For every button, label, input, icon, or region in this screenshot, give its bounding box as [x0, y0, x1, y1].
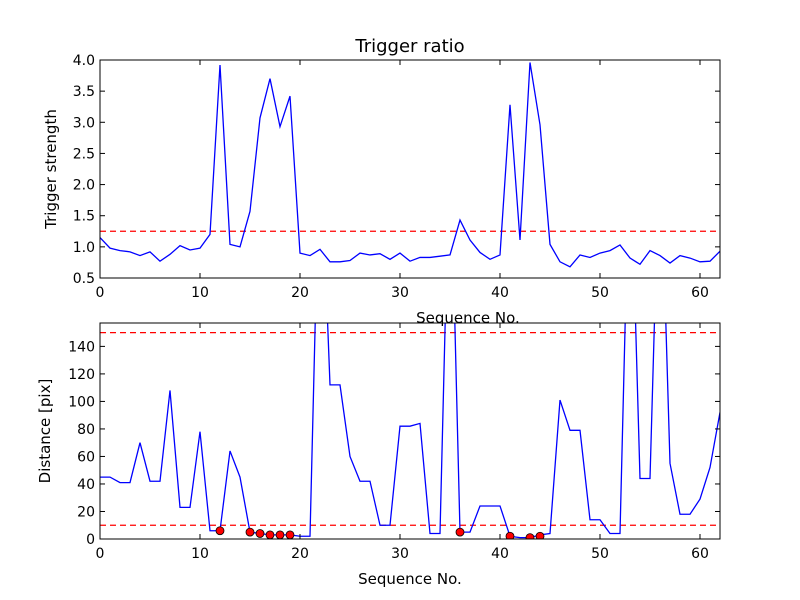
scatter-point [455, 527, 465, 537]
scatter-point [215, 526, 225, 536]
trigger-ratio-panel: Trigger ratio Sequence No. Trigger stren… [42, 36, 721, 327]
scatter-point [275, 530, 285, 539]
axes-frame-top [99, 59, 721, 279]
series-line [100, 323, 720, 539]
ticks-bottom: 0 10 20 30 40 50 60 0 20 40 60 80 100 120 140 [68, 323, 720, 562]
x-tick-label: 40 [491, 285, 509, 301]
y-tick-label: 3.5 [73, 84, 95, 100]
y-tick-label: 3.0 [73, 115, 95, 131]
x-tick-label: 40 [491, 546, 509, 562]
plot-area-bottom [100, 323, 720, 539]
axes-frame-bottom [99, 322, 721, 540]
x-tick-label: 60 [691, 285, 709, 301]
y-tick-label: 0 [86, 532, 95, 548]
x-tick-label: 0 [96, 546, 105, 562]
x-tick-label: 20 [291, 546, 309, 562]
y-tick-label: 120 [68, 367, 95, 383]
y-tick-label: 1.0 [73, 240, 95, 256]
scatter-point [505, 531, 515, 539]
y-tick-label: 2.0 [73, 178, 95, 194]
y-tick-label: 20 [77, 504, 95, 520]
x-tick-label: 0 [96, 285, 105, 301]
x-axis-label-bottom: Sequence No. [358, 570, 462, 588]
scatter-point [265, 530, 275, 539]
scatter-point [535, 531, 545, 539]
y-tick-label: 100 [68, 394, 95, 410]
x-tick-label: 10 [191, 285, 209, 301]
y-tick-label: 2.5 [73, 146, 95, 162]
scatter-point [245, 527, 255, 537]
y-axis-label-bottom: Distance [pix] [36, 379, 54, 484]
y-tick-label: 60 [77, 449, 95, 465]
x-tick-label: 20 [291, 285, 309, 301]
chart-title: Trigger ratio [354, 36, 464, 57]
scatter-point [525, 533, 535, 539]
x-tick-label: 30 [391, 546, 409, 562]
x-tick-label: 60 [691, 546, 709, 562]
x-tick-label: 10 [191, 546, 209, 562]
y-tick-label: 1.5 [73, 209, 95, 225]
y-tick-label: 140 [68, 339, 95, 355]
scatter-point [285, 530, 295, 539]
x-axis-label-top: Sequence No. [416, 309, 520, 327]
y-tick-label: 4.0 [73, 53, 95, 69]
y-tick-label: 40 [77, 477, 95, 493]
x-tick-label: 50 [591, 546, 609, 562]
y-axis-label-top: Trigger strength [42, 109, 60, 230]
distance-panel: Sequence No. Distance [pix] 0 10 20 30 40 50 6… [36, 322, 721, 588]
series-line [100, 62, 720, 268]
ticks-top: 0 10 20 30 40 50 60 0.5 1.0 1.5 2.0 2.5 3.0 3.5 4.0 [73, 53, 720, 301]
x-tick-label: 50 [591, 285, 609, 301]
y-tick-label: 80 [77, 422, 95, 438]
scatter-point [255, 529, 265, 538]
x-tick-label: 30 [391, 285, 409, 301]
y-tick-label: 0.5 [73, 271, 95, 287]
plot-area-top [100, 62, 720, 268]
